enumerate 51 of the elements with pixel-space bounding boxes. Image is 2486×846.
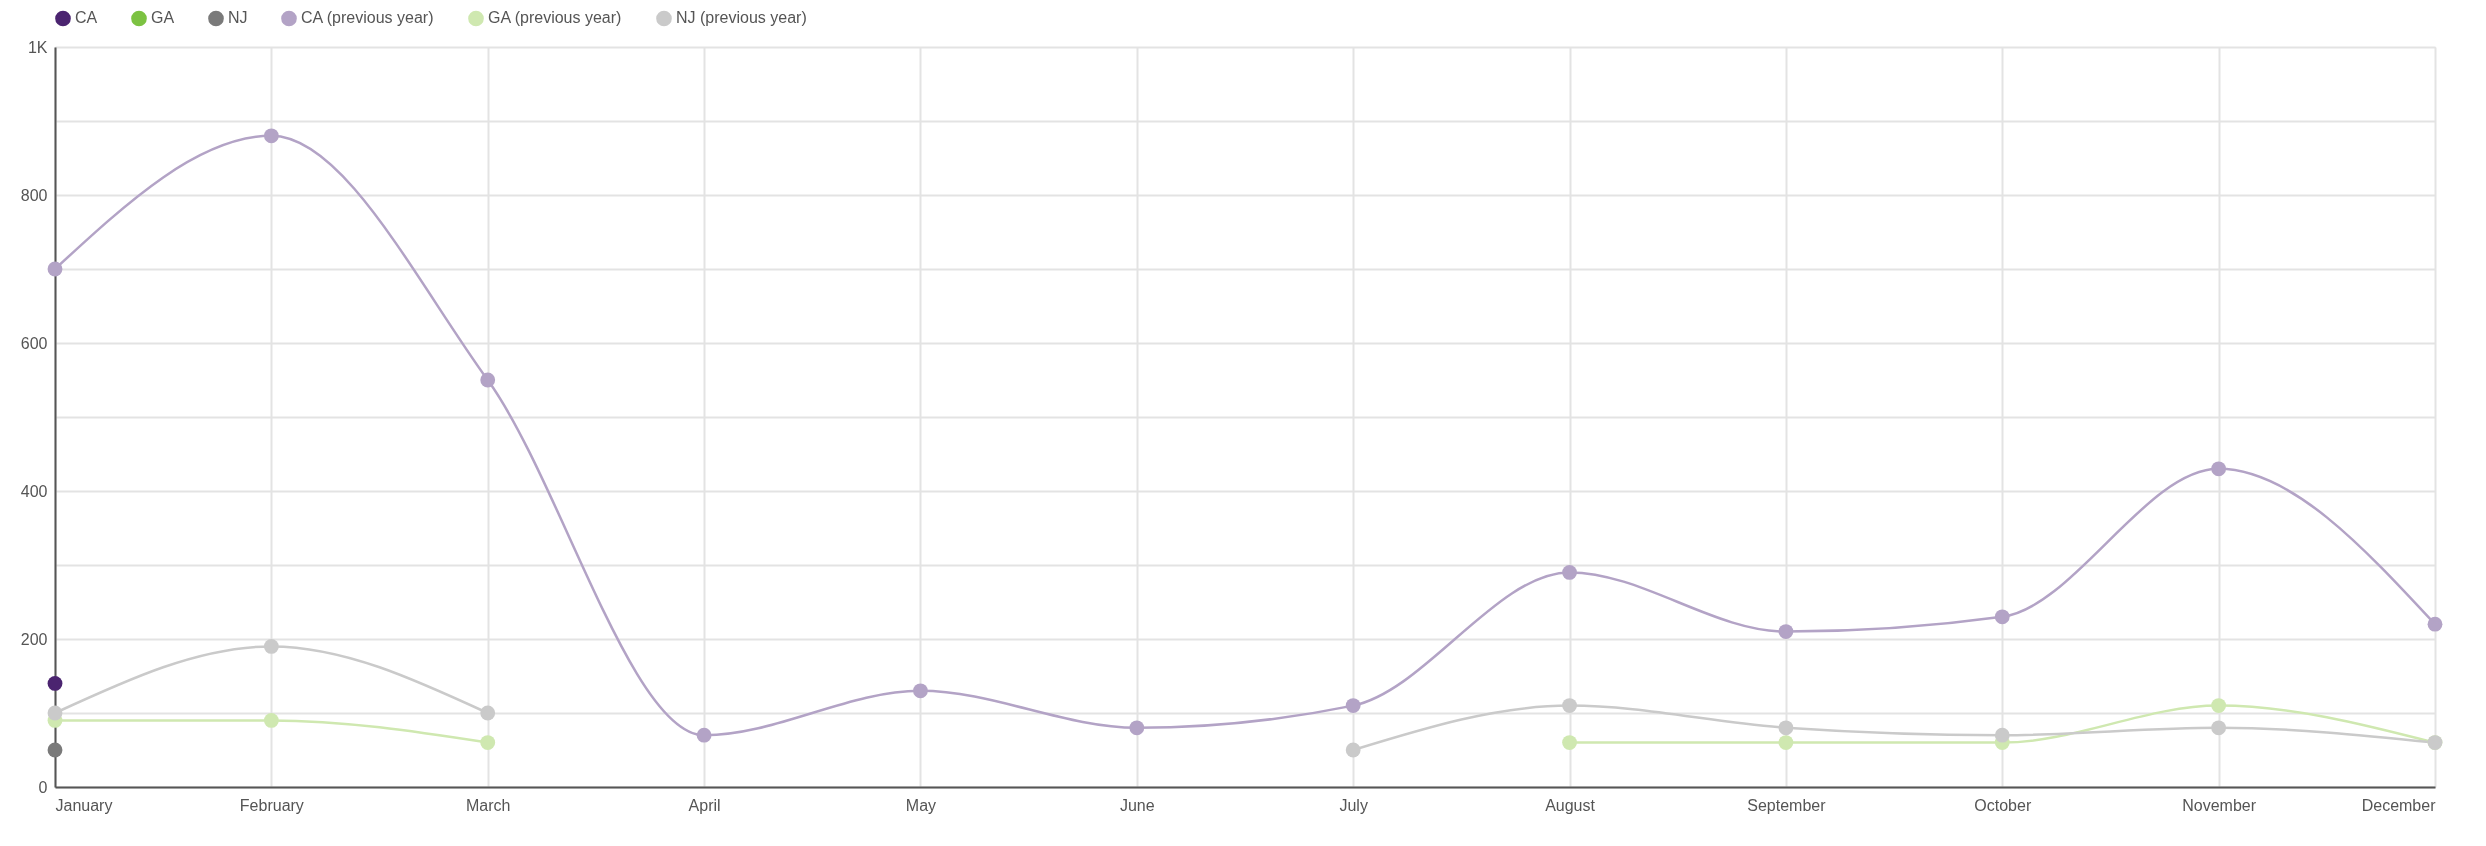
point (47, 742, 63, 758)
legend-label: NJ (previous year) (676, 9, 807, 27)
point (263, 128, 279, 144)
point (1562, 735, 1577, 750)
point (1778, 720, 1794, 736)
point (1778, 624, 1794, 639)
x-tick-label: February (239, 796, 304, 814)
point (1345, 698, 1361, 713)
point (1778, 735, 1794, 750)
x-tick-label: November (2182, 796, 2257, 814)
legend-label: GA (previous year) (488, 9, 622, 27)
y-tick-label: 200 (20, 630, 48, 648)
legend-label: GA (151, 9, 175, 27)
point (2211, 698, 2227, 713)
y-tick-label: 0 (38, 778, 48, 796)
x-tick-label: May (905, 796, 937, 814)
x-tick-label: September (1747, 796, 1827, 814)
x-tick-label: March (466, 796, 511, 814)
x-tick-label: January (55, 796, 113, 814)
x-tick-label: August (1545, 796, 1596, 814)
legend-label: NJ (228, 9, 248, 27)
point (480, 372, 496, 388)
point (47, 261, 63, 277)
point (480, 735, 496, 750)
point (1994, 609, 2010, 625)
point (263, 713, 279, 728)
point (1345, 742, 1361, 758)
legend-label: CA (75, 9, 98, 27)
x-tick-label: June (1119, 796, 1155, 814)
y-tick-label: 400 (20, 482, 48, 500)
point (1562, 565, 1577, 580)
legend-label: CA (previous year) (301, 9, 434, 27)
point (1562, 698, 1577, 713)
x-tick-label: April (688, 796, 721, 814)
point (696, 727, 712, 743)
x-tick-label: December (2361, 796, 2437, 814)
point (913, 683, 928, 699)
point (263, 639, 279, 654)
point (2211, 461, 2227, 477)
point (1129, 720, 1145, 736)
x-tick-label: October (1974, 796, 2032, 814)
point (2427, 616, 2443, 632)
x-tick-label: July (1339, 796, 1368, 814)
y-tick-label: 600 (20, 334, 48, 352)
y-tick-label: 1K (27, 38, 48, 56)
point (480, 705, 496, 721)
point (47, 705, 63, 721)
point (47, 676, 63, 691)
y-tick-label: 800 (20, 186, 48, 204)
point (1994, 727, 2010, 743)
point (2211, 720, 2227, 736)
